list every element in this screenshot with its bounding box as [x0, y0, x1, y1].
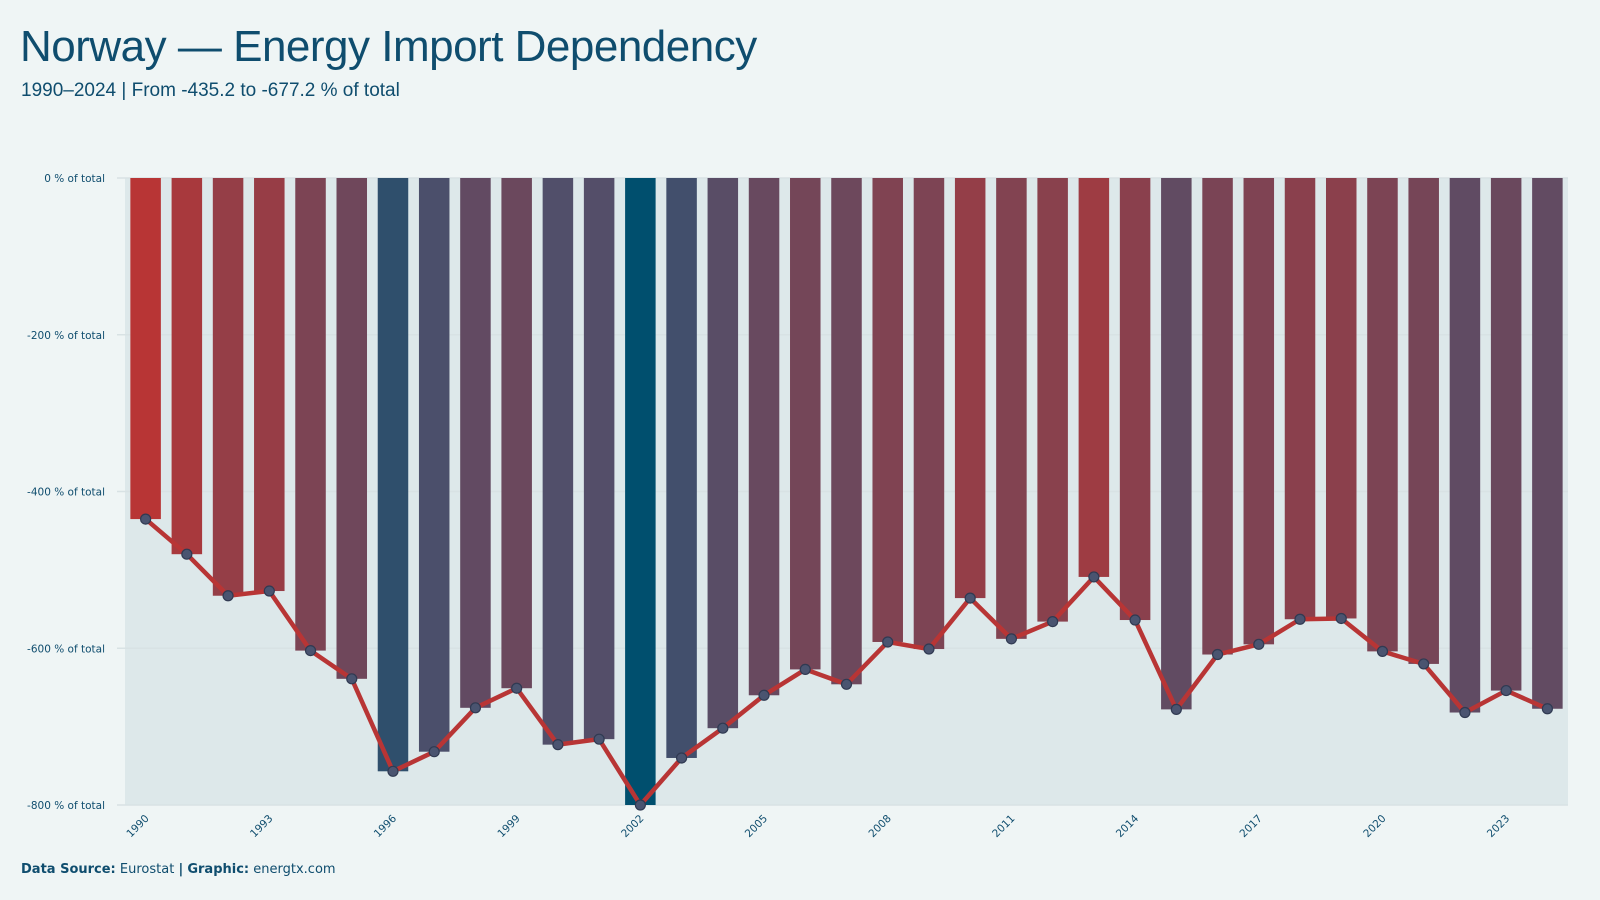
point-2001 — [593, 733, 605, 745]
x-tick-label: 2011 — [990, 813, 1017, 840]
bar-1996 — [377, 178, 409, 772]
bar-1991 — [171, 178, 203, 555]
point-1991 — [181, 548, 193, 560]
source-value: Eurostat — [119, 862, 175, 877]
point-2004 — [717, 722, 729, 734]
bar-1999 — [501, 178, 532, 689]
bar-1990 — [130, 178, 161, 520]
y-tick-label: 0 % of total — [44, 173, 105, 185]
x-tick-label: 1999 — [495, 813, 522, 840]
point-2011 — [1005, 633, 1018, 645]
point-2015 — [1170, 703, 1182, 715]
point-1995 — [346, 673, 358, 685]
bar-2008 — [872, 178, 903, 642]
bar-2004 — [707, 178, 739, 729]
x-tick-label: 1993 — [248, 813, 275, 840]
point-2009 — [923, 643, 935, 655]
bar-2011 — [996, 178, 1027, 639]
bar-2003 — [666, 178, 697, 758]
bar-2001 — [583, 178, 615, 740]
bar-2012 — [1037, 178, 1068, 622]
bar-2002 — [625, 178, 656, 805]
point-1994 — [304, 645, 317, 657]
point-1996 — [387, 765, 399, 777]
chart-title: Norway — Energy Import Dependency — [20, 22, 757, 71]
point-2012 — [1047, 616, 1059, 628]
source-label: Data Source: — [21, 862, 116, 877]
y-tick-label: -400 % of total — [27, 487, 105, 499]
point-1993 — [263, 585, 275, 597]
point-2002 — [634, 799, 646, 811]
point-2024 — [1541, 703, 1553, 715]
bar-2013 — [1078, 178, 1110, 577]
bar-2018 — [1284, 178, 1316, 620]
y-tick-label: -600 % of total — [27, 643, 105, 655]
point-2006 — [799, 663, 811, 676]
bar-1993 — [254, 178, 285, 592]
point-2014 — [1129, 614, 1141, 626]
graphic-value: energtx.com — [253, 862, 336, 877]
footer-separator: | — [178, 862, 184, 877]
x-tick-label: 2002 — [619, 813, 646, 840]
bar-2010 — [954, 178, 986, 599]
bar-2000 — [542, 178, 574, 745]
bar-2017 — [1243, 178, 1275, 645]
footer: Data Source: Eurostat | Graphic: energtx… — [21, 862, 336, 877]
bar-2024 — [1532, 178, 1563, 709]
bar-2020 — [1367, 178, 1398, 652]
point-2000 — [552, 739, 564, 751]
y-tick-label: -200 % of total — [27, 330, 105, 342]
bar-2015 — [1161, 178, 1192, 710]
bar-1994 — [295, 178, 326, 651]
x-tick-label: 1996 — [372, 812, 400, 840]
bar-2023 — [1490, 178, 1522, 691]
point-2019 — [1335, 612, 1347, 625]
bar-2009 — [913, 178, 945, 650]
point-2018 — [1294, 613, 1306, 625]
bar-1995 — [336, 178, 368, 679]
point-2022 — [1459, 706, 1471, 719]
point-2016 — [1211, 648, 1224, 661]
point-2020 — [1376, 645, 1389, 657]
point-2005 — [758, 689, 770, 701]
point-2013 — [1088, 571, 1100, 583]
x-tick-label: 2023 — [1485, 813, 1512, 840]
x-tick-label: 1990 — [124, 813, 151, 840]
x-tick-label: 2014 — [1114, 812, 1142, 840]
bar-1997 — [418, 178, 450, 752]
bar-2016 — [1202, 178, 1233, 655]
bar-1992 — [212, 178, 244, 596]
x-tick-label: 2005 — [743, 813, 770, 840]
point-1992 — [222, 590, 234, 602]
x-tick-label: 2017 — [1238, 813, 1265, 840]
bar-2019 — [1325, 178, 1357, 619]
point-2010 — [964, 592, 976, 604]
y-tick-label: -800 % of total — [27, 800, 105, 812]
bar-2006 — [790, 178, 821, 670]
point-2017 — [1253, 638, 1265, 650]
bar-2005 — [748, 178, 780, 696]
graphic-label: Graphic: — [187, 862, 250, 877]
point-2003 — [675, 752, 688, 764]
point-2008 — [882, 636, 894, 648]
chart-subtitle: 1990–2024 | From -435.2 to -677.2 % of t… — [21, 80, 400, 101]
point-1997 — [428, 746, 440, 758]
point-2023 — [1500, 684, 1512, 697]
bar-2007 — [831, 178, 862, 685]
bar-1998 — [460, 178, 491, 708]
x-tick-label: 2008 — [866, 813, 893, 840]
point-1990 — [140, 513, 152, 525]
bar-2021 — [1408, 178, 1439, 664]
point-2007 — [840, 678, 853, 690]
bar-2014 — [1119, 178, 1151, 621]
point-2021 — [1418, 658, 1430, 670]
bar-2022 — [1449, 178, 1481, 713]
point-1999 — [511, 682, 523, 694]
x-tick-label: 2020 — [1361, 813, 1388, 840]
point-1998 — [469, 702, 482, 714]
